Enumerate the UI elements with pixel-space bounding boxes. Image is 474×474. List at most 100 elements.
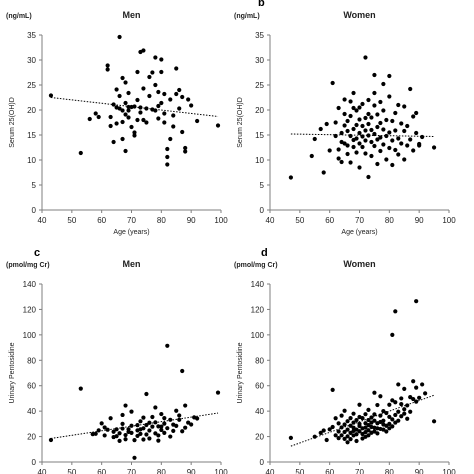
data-point — [129, 423, 134, 428]
panel-letter: d — [261, 247, 268, 259]
x-tick-label: 70 — [127, 216, 136, 225]
data-point — [393, 128, 398, 133]
y-tick-label: 0 — [260, 206, 265, 215]
data-point — [396, 418, 401, 423]
units-label: (ng/mL) — [234, 13, 260, 20]
data-point — [108, 416, 113, 421]
y-tick-label: 5 — [32, 181, 37, 190]
data-point — [372, 412, 377, 417]
chart-title: Women — [343, 10, 375, 20]
data-point — [402, 386, 407, 391]
x-tick-label: 50 — [67, 216, 76, 225]
data-point — [330, 80, 335, 86]
data-point — [159, 100, 164, 106]
data-point — [108, 123, 113, 129]
data-point — [180, 429, 185, 434]
y-tick-label: 140 — [23, 280, 37, 289]
data-point — [423, 391, 428, 396]
data-point — [366, 121, 371, 127]
data-point — [105, 67, 110, 72]
data-point — [165, 343, 170, 348]
data-point — [111, 139, 116, 145]
x-tick-label: 60 — [325, 216, 334, 225]
data-point — [117, 431, 122, 436]
data-point — [123, 148, 128, 154]
data-point — [393, 147, 398, 153]
data-point — [348, 133, 353, 139]
data-point — [123, 403, 128, 408]
data-point — [156, 103, 161, 109]
data-point — [417, 143, 422, 148]
data-point — [171, 124, 176, 129]
x-tick-label: 90 — [187, 216, 196, 225]
data-point — [384, 117, 389, 123]
x-tick-label: 100 — [442, 468, 456, 474]
data-point — [318, 430, 323, 435]
data-point — [384, 410, 389, 416]
data-point — [411, 396, 416, 402]
data-point — [345, 440, 350, 445]
data-point — [162, 430, 167, 435]
chart-panel-a: 0 5 10 15 20 25 30 35 40 50 60 70 80 90 100 Men (ng/mL) S… — [6, 10, 228, 236]
data-point — [354, 108, 359, 113]
data-point — [420, 134, 425, 140]
panel-letter: b — [258, 0, 265, 9]
data-point — [183, 403, 188, 408]
y-tick-label: 10 — [27, 156, 36, 165]
data-point — [132, 455, 137, 460]
data-point — [144, 432, 149, 437]
y-tick-label: 120 — [251, 305, 265, 314]
data-point — [366, 97, 371, 103]
data-point — [339, 130, 344, 136]
y-axis-label: Urinary Pentosidine — [9, 342, 16, 403]
data-point — [342, 408, 347, 413]
x-tick-label: 100 — [214, 468, 228, 474]
data-point — [339, 413, 344, 418]
data-point — [150, 70, 155, 75]
data-point — [153, 108, 158, 113]
data-point — [348, 160, 353, 165]
data-point — [342, 97, 347, 102]
data-point — [402, 104, 407, 109]
data-point — [330, 424, 335, 430]
data-point — [96, 428, 101, 433]
data-point — [141, 86, 146, 91]
y-tick-label: 20 — [27, 433, 36, 442]
data-point — [375, 137, 380, 142]
data-point — [369, 139, 374, 145]
data-point — [366, 133, 371, 138]
y-tick-label: 20 — [27, 106, 36, 115]
y-tick-label: 10 — [255, 156, 264, 165]
x-tick-label: 100 — [442, 216, 456, 225]
units-label: (ng/mL) — [6, 13, 32, 20]
data-point — [123, 80, 128, 85]
data-point — [321, 428, 326, 433]
data-point — [147, 436, 152, 441]
data-point — [141, 426, 146, 431]
data-point — [351, 126, 356, 132]
data-point — [177, 417, 182, 422]
data-point — [393, 420, 398, 425]
data-point — [381, 127, 386, 132]
data-point — [354, 432, 359, 437]
data-point — [144, 106, 149, 111]
data-point — [354, 122, 359, 128]
data-point — [363, 412, 368, 417]
data-point — [393, 412, 398, 418]
data-point — [114, 87, 119, 92]
data-point — [126, 104, 131, 110]
data-point — [372, 72, 377, 78]
data-point — [351, 420, 356, 425]
data-point — [414, 299, 419, 304]
data-point — [168, 434, 173, 439]
data-point — [405, 143, 410, 148]
data-point — [431, 145, 437, 150]
data-point — [384, 429, 389, 434]
data-point — [105, 63, 110, 68]
data-point — [114, 121, 119, 126]
data-point — [108, 114, 113, 120]
data-point — [369, 153, 374, 159]
data-point — [321, 170, 326, 175]
data-point — [390, 118, 395, 124]
chart-title: Women — [343, 259, 375, 269]
